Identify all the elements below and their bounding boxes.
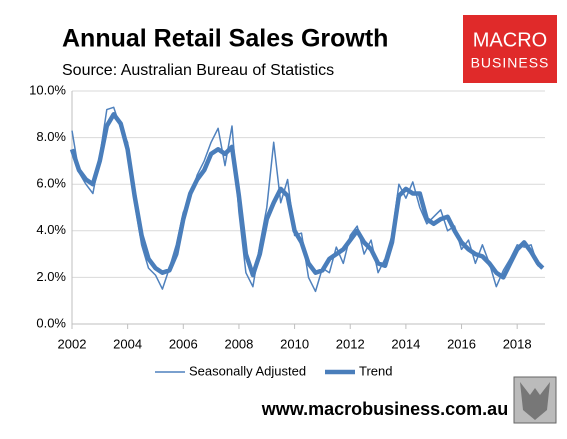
series-line xyxy=(71,106,544,293)
x-tick-label: 2018 xyxy=(503,336,532,351)
y-tick-label: 0.0% xyxy=(36,315,66,330)
x-tick-label: 2012 xyxy=(336,336,365,351)
chart-subtitle: Source: Australian Bureau of Statistics xyxy=(62,62,334,79)
y-tick-label: 4.0% xyxy=(36,222,66,237)
legend-label: Seasonally Adjusted xyxy=(189,363,306,378)
x-tick-label: 2002 xyxy=(58,336,87,351)
footer: www.macrobusiness.com.au xyxy=(261,399,508,419)
x-tick-label: 2008 xyxy=(224,336,253,351)
y-tick-label: 8.0% xyxy=(36,129,66,144)
logo-text: MACRO xyxy=(473,29,547,51)
x-tick-label: 2010 xyxy=(280,336,309,351)
y-tick-label: 2.0% xyxy=(36,269,66,284)
x-tick-label: 2006 xyxy=(169,336,198,351)
series-line xyxy=(69,112,545,280)
chart-title: Annual Retail Sales Growth xyxy=(62,25,388,53)
x-tick-label: 2016 xyxy=(447,336,476,351)
wolf-icon xyxy=(520,382,550,420)
y-tick-label: 10.0% xyxy=(29,82,66,97)
x-tick-label: 2004 xyxy=(113,336,142,351)
x-tick-label: 2014 xyxy=(391,336,420,351)
logo-text: BUSINESS xyxy=(471,55,550,71)
legend-label: Trend xyxy=(359,363,392,378)
y-tick-label: 6.0% xyxy=(36,176,66,191)
logo-box xyxy=(463,15,557,83)
